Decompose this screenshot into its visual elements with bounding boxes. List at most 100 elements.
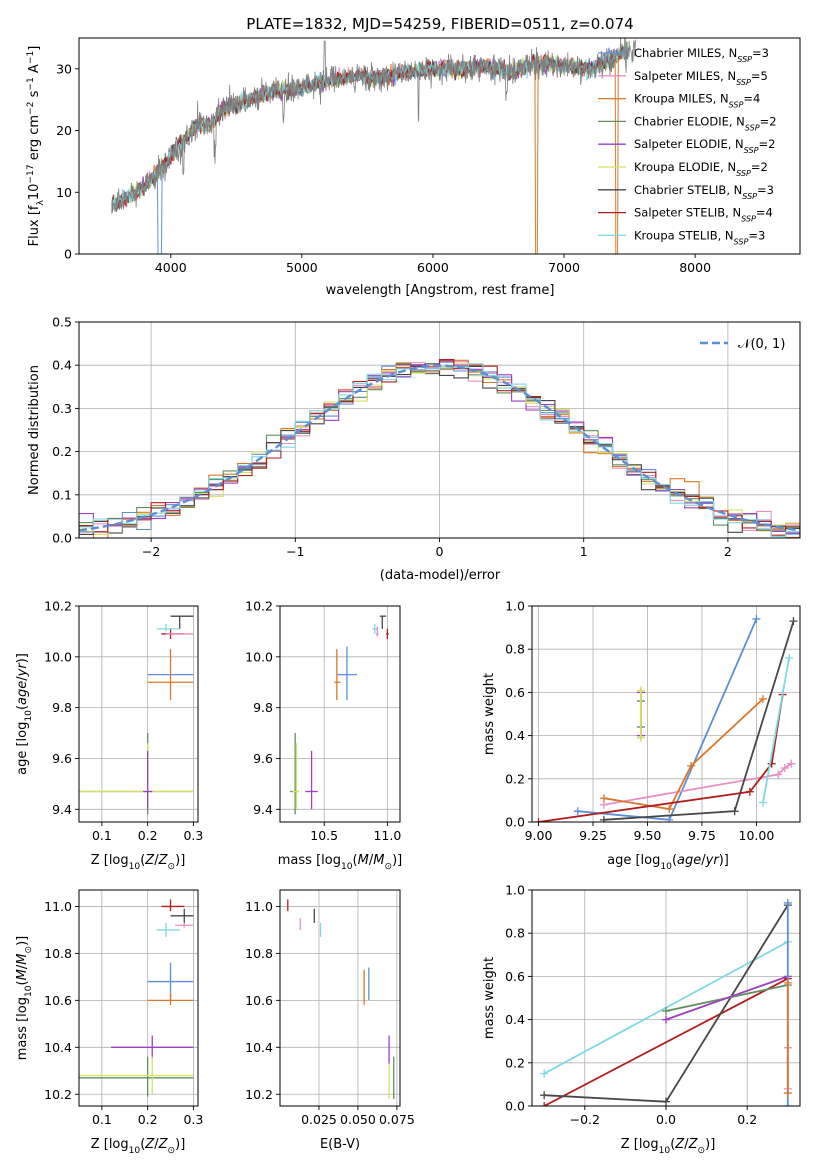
weight-z-xtick-label: −0.2 [570,1112,600,1127]
spectrum-title: PLATE=1832, MJD=54259, FIBERID=0511, z=0… [246,15,633,33]
weight-z-ytick-label: 1.0 [505,883,525,898]
weight-age-xtick-label: 9.75 [688,828,716,843]
mass-z-xtick-label: 0.2 [138,1112,158,1127]
histogram-xtick-label: −1 [286,544,304,559]
weight-z-series [540,898,792,1106]
age-z-xtick-label: 0.1 [92,828,112,843]
mass-ebv-ytick-label: 10.6 [245,993,273,1008]
age-z-ytick-label: 10.2 [44,599,72,614]
weight-z-xlabel: Z [log10(Z/Z⊙)] [621,1137,716,1156]
legend-label: Chabrier ELODIE, NSSP=2 [634,114,777,131]
weight-z-xtick-label: 0.2 [737,1112,757,1127]
age-z-ytick-label: 9.4 [52,802,72,817]
mass-z-ytick-label: 10.4 [44,1040,72,1055]
weight-marker [687,761,696,770]
spectrum-xtick-label: 7000 [548,260,580,275]
weight-age-ylabel: mass weight [482,673,497,755]
legend-label: Kroupa STELIB, NSSP=3 [634,228,765,246]
mass-ebv-frame [279,889,401,1107]
age-mass-xlabel: mass [log10(M/M⊙)] [278,853,402,872]
legend-label: Chabrier MILES, NSSP=3 [634,46,769,64]
weight-marker [665,815,674,822]
legend-label: Salpeter STELIB, NSSP=4 [634,206,773,224]
model-curve [111,44,630,208]
weight-line [762,657,790,803]
weight-z-ylabel: mass weight [482,957,497,1039]
histogram-xtick-label: 2 [724,544,732,559]
age-z-frame [78,605,199,823]
legend-label: Kroupa ELODIE, NSSP=2 [634,160,768,178]
mass-z-xtick-label: 0.3 [183,1112,203,1127]
weight-age-xtick-label: 9.50 [634,828,662,843]
age-z-ytick-label: 9.6 [52,751,72,766]
spectrum-xtick-label: 4000 [155,260,187,275]
spectrum-lines [111,38,637,254]
weight-marker [752,614,761,623]
weight-age-ytick-label: 0.8 [505,642,525,657]
weight-marker [730,807,739,816]
mass-ebv-xtick-label: 0.050 [340,1112,376,1127]
weight-age-xtick-label: 9.00 [525,828,553,843]
mass-ebv-ytick-label: 10.4 [245,1040,273,1055]
histogram-ytick-label: 0.0 [52,531,72,546]
weight-marker [745,787,754,796]
mass-ebv-xtick-label: 0.025 [301,1112,337,1127]
weight-marker [780,764,789,772]
weight-marker [758,798,767,807]
age-mass-frame [279,605,401,823]
mass-z-points [79,899,194,1097]
spectrum-ytick-label: 0 [64,247,72,262]
spectrum-xtick-label: 5000 [286,260,318,275]
weight-marker [783,978,792,987]
spectrum-ytick-label: 20 [56,123,72,138]
mass-ebv-grid [280,890,400,1106]
legend-label: Salpeter ELODIE, NSSP=2 [634,137,775,155]
histogram-frame [78,321,801,539]
age-z-points [79,615,194,815]
weight-age-xlabel: age [log10(age/yr)] [607,853,729,872]
normal-curve [79,364,800,532]
mass-ebv-ytick-label: 11.0 [245,899,273,914]
histogram-ytick-label: 0.5 [52,315,72,330]
age-mass-ytick-label: 10.0 [245,649,273,664]
spectrum-xlabel: wavelength [Angstrom, rest frame] [326,283,555,298]
weight-marker [662,1097,670,1106]
histogram-step [79,363,800,538]
age-z-xlabel: Z [log10(Z/Z⊙)] [91,853,186,872]
age-mass-ytick-label: 9.8 [253,700,273,715]
weight-z-ytick-label: 0.4 [505,1012,525,1027]
weight-age-ytick-label: 0.2 [505,771,525,786]
age-mass-xtick-label: 11.0 [373,828,401,843]
age-z-ytick-label: 10.0 [44,649,72,664]
weight-z-grid [532,889,800,1107]
histogram-xtick-label: −2 [142,544,160,559]
mass-z-xtick-label: 0.1 [92,1112,112,1127]
age-z-ytick-label: 9.8 [52,700,72,715]
age-mass-ytick-label: 9.4 [253,802,273,817]
mass-z-ytick-label: 11.0 [44,899,72,914]
weight-marker [758,694,767,703]
histogram-ytick-label: 0.4 [52,358,72,373]
histogram-xlabel: (data-model)/error [380,568,501,583]
histogram-ytick-label: 0.2 [52,444,72,459]
age-z-xtick-label: 0.3 [183,828,203,843]
mass-ebv-ytick-label: 10.2 [245,1087,273,1102]
age-mass-grid [280,605,400,822]
mass-z-ytick-label: 10.2 [44,1087,72,1102]
weight-marker [774,770,783,779]
weight-marker [599,794,608,803]
spectrum-ytick-label: 10 [56,185,72,200]
mass-z-ytick-label: 10.8 [44,946,72,961]
weight-age-xtick-label: 10.00 [739,828,775,843]
histogram-ylabel: Normed distribution [27,365,42,495]
weight-marker [599,815,608,822]
weight-marker [785,653,794,662]
weight-z-frame [531,889,801,1107]
weight-marker [636,686,645,695]
weight-age-frame [531,605,801,823]
histogram-ytick-label: 0.1 [52,487,72,502]
weight-marker [573,807,582,816]
spectrum-frame [78,37,801,255]
mass-z-ytick-label: 10.6 [44,993,72,1008]
